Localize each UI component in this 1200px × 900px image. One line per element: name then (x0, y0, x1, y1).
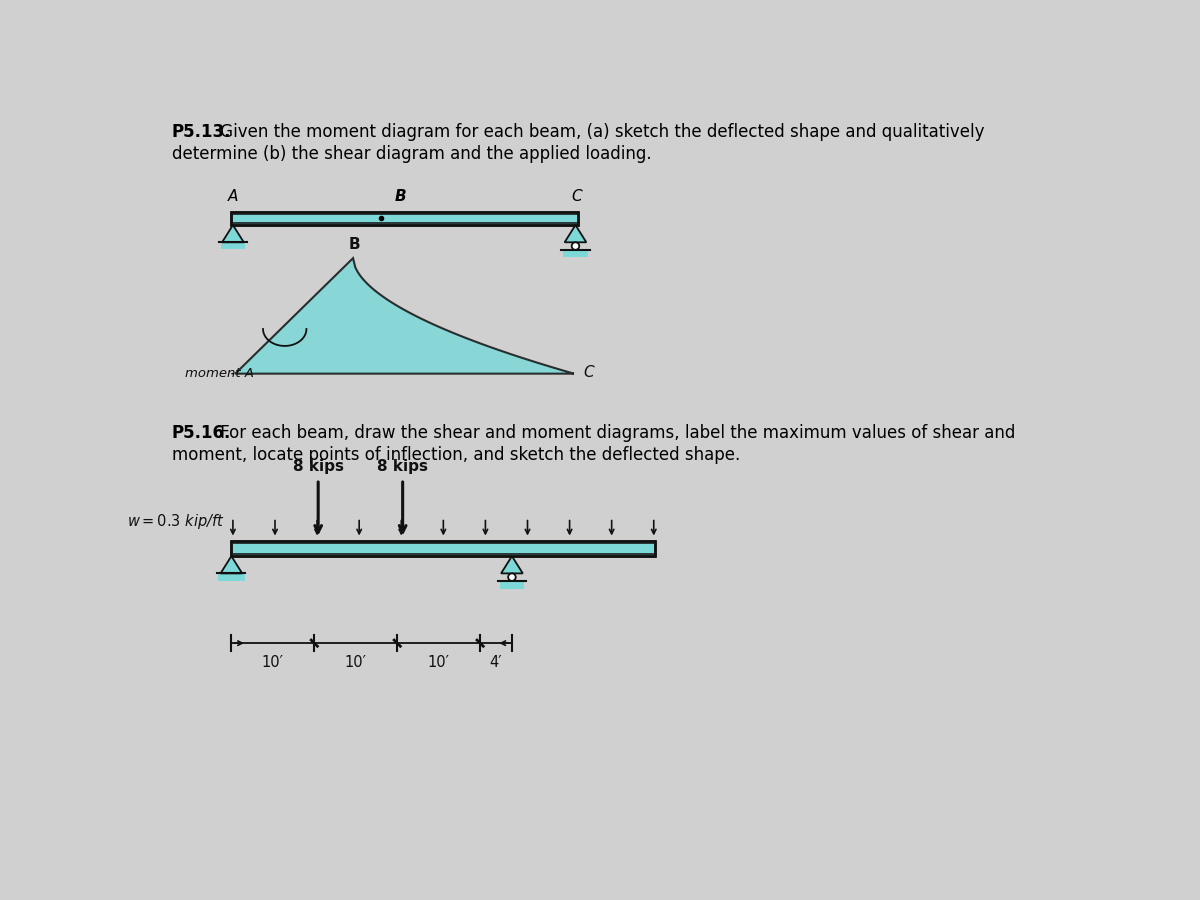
Text: 8 kips: 8 kips (377, 459, 428, 473)
Text: determine (b) the shear diagram and the applied loading.: determine (b) the shear diagram and the … (172, 145, 652, 163)
Text: 10′: 10′ (262, 655, 284, 670)
Text: Given the moment diagram for each beam, (a) sketch the deflected shape and quali: Given the moment diagram for each beam, … (215, 123, 985, 141)
Text: 4′: 4′ (490, 655, 503, 670)
Polygon shape (218, 573, 245, 581)
Text: C: C (583, 364, 594, 380)
Circle shape (508, 573, 516, 580)
Text: A: A (228, 189, 238, 204)
Text: $w = 0.3$ kip/ft: $w = 0.3$ kip/ft (127, 512, 226, 531)
Text: B: B (395, 189, 407, 204)
Polygon shape (221, 242, 245, 249)
Text: P5.13.: P5.13. (172, 123, 232, 141)
Polygon shape (500, 580, 523, 589)
Text: 8 kips: 8 kips (293, 459, 343, 473)
Text: 10′: 10′ (427, 655, 450, 670)
Text: 10′: 10′ (344, 655, 367, 670)
Polygon shape (232, 541, 655, 556)
Polygon shape (221, 556, 242, 573)
Text: B: B (349, 237, 360, 252)
Polygon shape (235, 258, 574, 373)
Polygon shape (222, 225, 244, 242)
Polygon shape (232, 212, 578, 225)
Text: moment A: moment A (185, 367, 254, 380)
Polygon shape (563, 250, 588, 256)
Text: For each beam, draw the shear and moment diagrams, label the maximum values of s: For each beam, draw the shear and moment… (215, 424, 1015, 442)
Text: P5.16.: P5.16. (172, 424, 232, 442)
Circle shape (571, 242, 580, 250)
Text: moment, locate points of inflection, and sketch the deflected shape.: moment, locate points of inflection, and… (172, 446, 740, 464)
Text: C: C (571, 189, 582, 204)
Polygon shape (502, 556, 523, 573)
Polygon shape (565, 225, 587, 242)
